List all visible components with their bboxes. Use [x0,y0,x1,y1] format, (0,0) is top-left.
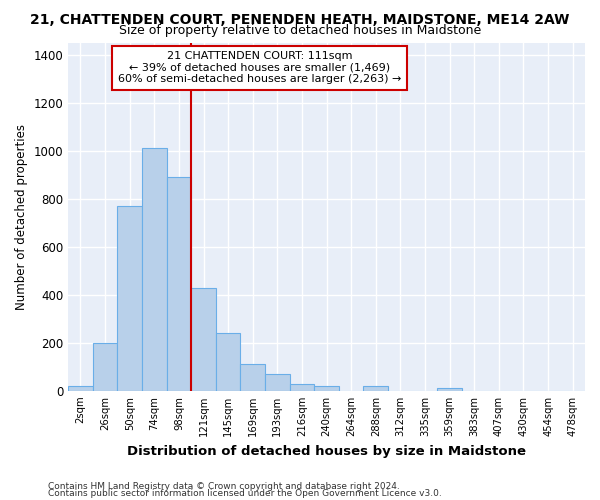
Y-axis label: Number of detached properties: Number of detached properties [15,124,28,310]
Bar [68,386,93,391]
X-axis label: Distribution of detached houses by size in Maidstone: Distribution of detached houses by size … [127,444,526,458]
Bar [290,384,314,391]
Bar [241,364,265,391]
Bar [314,386,339,391]
Bar [437,388,462,391]
Bar [216,334,241,391]
Text: Contains public sector information licensed under the Open Government Licence v3: Contains public sector information licen… [48,489,442,498]
Bar [364,386,388,391]
Text: 21, CHATTENDEN COURT, PENENDEN HEATH, MAIDSTONE, ME14 2AW: 21, CHATTENDEN COURT, PENENDEN HEATH, MA… [31,12,569,26]
Bar [265,374,290,391]
Text: Contains HM Land Registry data © Crown copyright and database right 2024.: Contains HM Land Registry data © Crown c… [48,482,400,491]
Bar [142,148,167,391]
Text: 21 CHATTENDEN COURT: 111sqm
← 39% of detached houses are smaller (1,469)
60% of : 21 CHATTENDEN COURT: 111sqm ← 39% of det… [118,51,401,84]
Bar [167,177,191,391]
Text: Size of property relative to detached houses in Maidstone: Size of property relative to detached ho… [119,24,481,37]
Bar [191,288,216,391]
Bar [93,343,118,391]
Bar [118,206,142,391]
